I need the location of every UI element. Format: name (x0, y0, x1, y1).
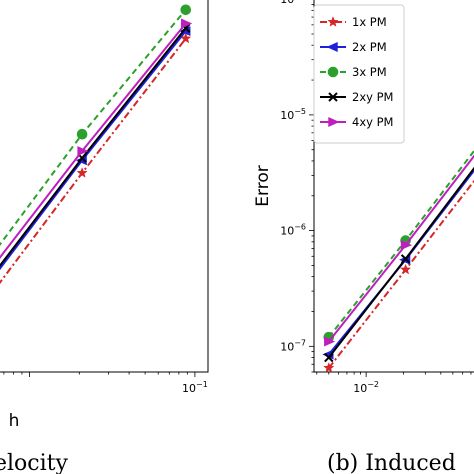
legend-label: 4xy PM (352, 115, 393, 129)
legend: 1x PM 2x PM 3x PM 2xy PM 4xy PM (313, 4, 405, 144)
plot-area (322, 149, 474, 372)
data-point (324, 336, 336, 347)
series-line (0, 27, 187, 268)
panel-a-velocity: 10−1 h elocity (0, 0, 209, 474)
legend-marker (327, 66, 339, 78)
data-point (400, 254, 411, 264)
series-4xy-pm (0, 18, 193, 259)
panel-caption: (b) Induced (327, 451, 456, 474)
data-point (181, 18, 193, 29)
series-4xy-pm (324, 154, 474, 347)
plot-area (0, 4, 193, 285)
series-3x-pm (323, 149, 474, 343)
series-line (0, 30, 187, 271)
legend-entry: 1x PM (320, 15, 387, 29)
legend-label: 2x PM (352, 40, 387, 54)
x-axis-label: h (9, 411, 20, 431)
x-tick-label: 10−1 (182, 380, 208, 395)
series-line (0, 37, 187, 285)
y-axis-label: Error (253, 165, 273, 206)
legend-box (313, 4, 405, 144)
panel-b-induced: 10−2 10−4 10−5 10−6 10−7 Error (b) Induced 1x P… (253, 0, 474, 474)
legend-entry: 2xy PM (320, 90, 393, 104)
legend-marker (328, 92, 338, 102)
panel-caption: elocity (0, 451, 68, 474)
series-line (328, 168, 474, 356)
y-tick-label: 10−5 (280, 107, 306, 122)
legend-marker (327, 16, 339, 27)
data-point (400, 240, 413, 251)
legend-label: 1x PM (352, 15, 387, 29)
legend-entry: 2x PM (320, 40, 387, 54)
plot-frame (313, 0, 474, 373)
series-3x-pm (0, 4, 192, 247)
legend-entry: 3x PM (320, 65, 387, 79)
data-point (76, 128, 88, 140)
legend-marker (326, 42, 338, 52)
series-2xy-pm (0, 23, 191, 268)
y-tick-label: 10−4 (280, 0, 306, 6)
data-point (77, 146, 89, 157)
legend-marker (328, 117, 340, 127)
data-point (323, 362, 335, 372)
series-2x-pm (0, 26, 191, 271)
y-tick-label: 10−7 (280, 338, 306, 353)
plot-frame (0, 0, 209, 373)
data-point (324, 352, 334, 363)
series-2xy-pm (324, 166, 474, 363)
legend-label: 2xy PM (352, 90, 393, 104)
legend-label: 3x PM (352, 65, 387, 79)
series-1x-pm (0, 32, 192, 285)
legend-entry: 4xy PM (320, 115, 393, 129)
x-tick-label: 10−2 (353, 380, 379, 395)
data-point (180, 4, 192, 16)
data-point (76, 167, 88, 178)
series-1x-pm (323, 179, 474, 372)
y-tick-label: 10−6 (280, 223, 306, 238)
data-point (399, 263, 412, 275)
